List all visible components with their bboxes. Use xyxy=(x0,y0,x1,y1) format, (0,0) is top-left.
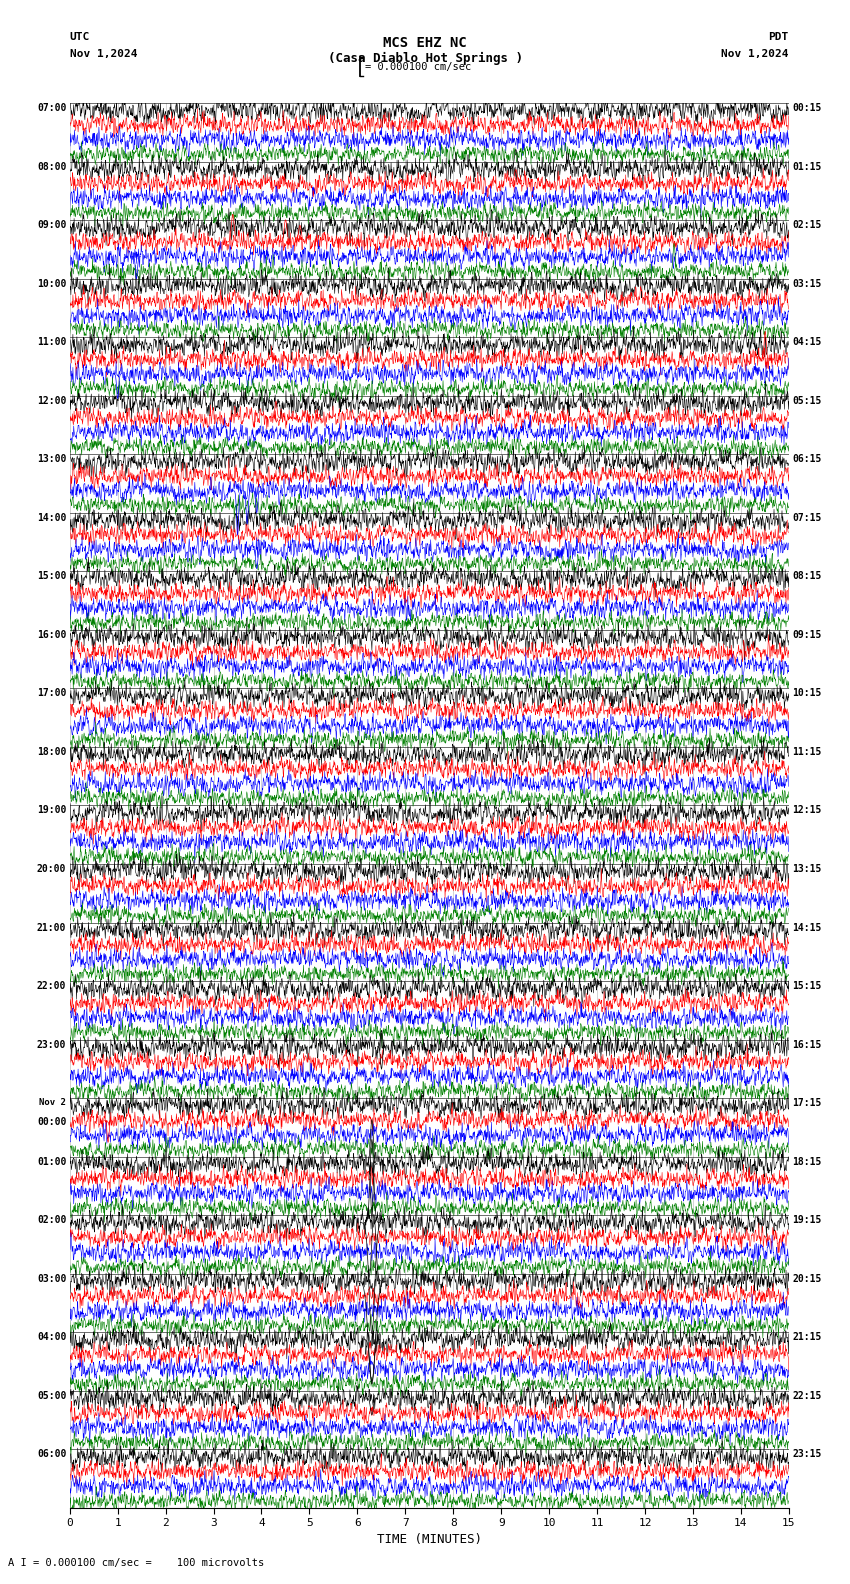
Text: 05:15: 05:15 xyxy=(792,396,822,406)
Text: 00:00: 00:00 xyxy=(37,1117,66,1128)
Text: 06:15: 06:15 xyxy=(792,455,822,464)
Text: 12:15: 12:15 xyxy=(792,805,822,816)
Text: 06:00: 06:00 xyxy=(37,1449,66,1459)
Text: 15:15: 15:15 xyxy=(792,980,822,992)
Text: 02:15: 02:15 xyxy=(792,220,822,230)
Text: 10:00: 10:00 xyxy=(37,279,66,288)
Text: 14:00: 14:00 xyxy=(37,513,66,523)
Text: 11:15: 11:15 xyxy=(792,748,822,757)
Text: Nov 2: Nov 2 xyxy=(39,1098,66,1107)
Text: = 0.000100 cm/sec: = 0.000100 cm/sec xyxy=(365,62,471,71)
Text: 16:15: 16:15 xyxy=(792,1039,822,1050)
Text: 17:00: 17:00 xyxy=(37,689,66,699)
Text: 07:15: 07:15 xyxy=(792,513,822,523)
Text: 08:15: 08:15 xyxy=(792,572,822,581)
Text: 18:15: 18:15 xyxy=(792,1156,822,1167)
Text: 23:00: 23:00 xyxy=(37,1039,66,1050)
Text: 05:00: 05:00 xyxy=(37,1391,66,1400)
Text: 22:00: 22:00 xyxy=(37,980,66,992)
Text: 01:15: 01:15 xyxy=(792,162,822,171)
Text: 17:15: 17:15 xyxy=(792,1098,822,1109)
Text: 20:15: 20:15 xyxy=(792,1274,822,1283)
Text: 02:00: 02:00 xyxy=(37,1215,66,1226)
Text: Nov 1,2024: Nov 1,2024 xyxy=(70,49,137,59)
Text: 16:00: 16:00 xyxy=(37,630,66,640)
Text: 18:00: 18:00 xyxy=(37,748,66,757)
Text: 21:15: 21:15 xyxy=(792,1332,822,1342)
Text: 09:00: 09:00 xyxy=(37,220,66,230)
Text: 19:15: 19:15 xyxy=(792,1215,822,1226)
Text: 08:00: 08:00 xyxy=(37,162,66,171)
Text: 04:00: 04:00 xyxy=(37,1332,66,1342)
Text: 21:00: 21:00 xyxy=(37,922,66,933)
Text: 03:15: 03:15 xyxy=(792,279,822,288)
Text: 01:00: 01:00 xyxy=(37,1156,66,1167)
Text: A I = 0.000100 cm/sec =    100 microvolts: A I = 0.000100 cm/sec = 100 microvolts xyxy=(8,1559,264,1568)
Text: 12:00: 12:00 xyxy=(37,396,66,406)
Text: 15:00: 15:00 xyxy=(37,572,66,581)
Text: 22:15: 22:15 xyxy=(792,1391,822,1400)
Text: 23:15: 23:15 xyxy=(792,1449,822,1459)
Text: 19:00: 19:00 xyxy=(37,805,66,816)
Text: 07:00: 07:00 xyxy=(37,103,66,112)
Text: 13:15: 13:15 xyxy=(792,863,822,874)
Text: (Casa Diablo Hot Springs ): (Casa Diablo Hot Springs ) xyxy=(327,52,523,65)
Text: 03:00: 03:00 xyxy=(37,1274,66,1283)
Text: 20:00: 20:00 xyxy=(37,863,66,874)
Text: 04:15: 04:15 xyxy=(792,337,822,347)
Text: PDT: PDT xyxy=(768,32,789,41)
X-axis label: TIME (MINUTES): TIME (MINUTES) xyxy=(377,1533,482,1546)
Text: Nov 1,2024: Nov 1,2024 xyxy=(722,49,789,59)
Text: 10:15: 10:15 xyxy=(792,689,822,699)
Text: UTC: UTC xyxy=(70,32,90,41)
Text: 11:00: 11:00 xyxy=(37,337,66,347)
Text: 00:15: 00:15 xyxy=(792,103,822,112)
Text: 14:15: 14:15 xyxy=(792,922,822,933)
Text: 13:00: 13:00 xyxy=(37,455,66,464)
Text: MCS EHZ NC: MCS EHZ NC xyxy=(383,36,467,51)
Text: 09:15: 09:15 xyxy=(792,630,822,640)
